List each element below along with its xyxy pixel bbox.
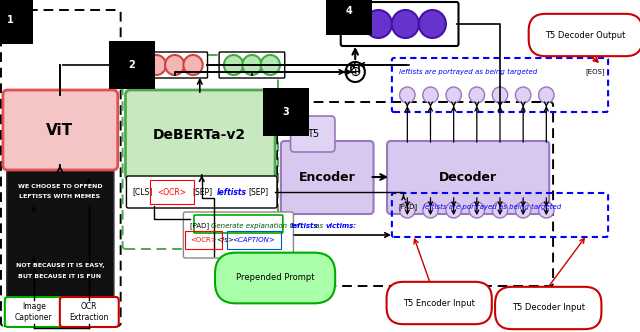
Circle shape xyxy=(346,62,365,82)
Text: ViT: ViT xyxy=(46,123,74,137)
Text: [EOS]: [EOS] xyxy=(585,69,605,75)
Circle shape xyxy=(147,55,166,75)
FancyBboxPatch shape xyxy=(3,90,118,170)
Text: 1: 1 xyxy=(7,15,13,25)
FancyBboxPatch shape xyxy=(7,167,114,297)
Text: 4: 4 xyxy=(346,6,352,16)
Text: Generate explanation for: Generate explanation for xyxy=(211,223,301,229)
Text: [PAD]: [PAD] xyxy=(399,204,418,210)
FancyBboxPatch shape xyxy=(281,141,374,214)
FancyBboxPatch shape xyxy=(5,297,64,327)
FancyBboxPatch shape xyxy=(219,52,285,78)
Text: leftists are portrayed as being targeted: leftists are portrayed as being targeted xyxy=(399,69,537,75)
Text: leftists: leftists xyxy=(291,223,318,229)
Text: Prepended Prompt: Prepended Prompt xyxy=(236,274,314,283)
Text: T5: T5 xyxy=(307,129,319,139)
Text: leftists are portrayed as being targeted: leftists are portrayed as being targeted xyxy=(423,204,561,210)
Circle shape xyxy=(469,87,484,103)
Circle shape xyxy=(469,202,484,218)
FancyBboxPatch shape xyxy=(291,116,335,152)
Text: T5 Decoder Input: T5 Decoder Input xyxy=(512,303,585,312)
Circle shape xyxy=(392,10,419,38)
Circle shape xyxy=(419,10,446,38)
Circle shape xyxy=(515,202,531,218)
Circle shape xyxy=(399,87,415,103)
Text: [PAD]: [PAD] xyxy=(190,223,212,229)
Circle shape xyxy=(446,87,461,103)
Circle shape xyxy=(423,202,438,218)
FancyBboxPatch shape xyxy=(142,52,207,78)
FancyBboxPatch shape xyxy=(60,297,119,327)
Circle shape xyxy=(243,55,262,75)
Text: <OCR>: <OCR> xyxy=(157,188,186,197)
Text: victims:: victims: xyxy=(325,223,356,229)
Circle shape xyxy=(399,202,415,218)
Text: [SEP]: [SEP] xyxy=(248,188,268,197)
Text: Decoder: Decoder xyxy=(439,171,497,184)
Text: OCR
Extraction: OCR Extraction xyxy=(69,302,109,322)
FancyBboxPatch shape xyxy=(127,176,277,208)
Text: Image
Captioner: Image Captioner xyxy=(15,302,52,322)
Circle shape xyxy=(365,10,392,38)
FancyBboxPatch shape xyxy=(387,141,549,214)
Text: BUT BECAUSE IT IS FUN: BUT BECAUSE IT IS FUN xyxy=(19,274,101,279)
Circle shape xyxy=(446,202,461,218)
Circle shape xyxy=(539,202,554,218)
Circle shape xyxy=(224,55,243,75)
Circle shape xyxy=(515,87,531,103)
FancyBboxPatch shape xyxy=(340,2,458,46)
Circle shape xyxy=(539,87,554,103)
Text: 2: 2 xyxy=(129,60,135,70)
Text: T5 Decoder Output: T5 Decoder Output xyxy=(545,31,626,40)
Text: leftists: leftists xyxy=(217,188,247,197)
Circle shape xyxy=(260,55,280,75)
Text: as: as xyxy=(313,223,325,229)
Circle shape xyxy=(492,87,508,103)
Circle shape xyxy=(184,55,203,75)
Circle shape xyxy=(423,87,438,103)
Text: [CLS]: [CLS] xyxy=(132,188,152,197)
Text: NOT BECAUSE IT IS EASY,: NOT BECAUSE IT IS EASY, xyxy=(15,264,104,269)
FancyBboxPatch shape xyxy=(125,90,275,180)
Circle shape xyxy=(165,55,184,75)
Text: [SEP]: [SEP] xyxy=(192,188,212,197)
Text: </s>: </s> xyxy=(216,237,234,243)
Text: <OCR>: <OCR> xyxy=(190,237,217,243)
Text: WE CHOOSE TO OFFEND: WE CHOOSE TO OFFEND xyxy=(17,184,102,189)
FancyBboxPatch shape xyxy=(184,212,293,258)
Circle shape xyxy=(492,202,508,218)
Text: ⊕: ⊕ xyxy=(349,65,361,79)
Text: DeBERTa-v2: DeBERTa-v2 xyxy=(153,128,246,142)
Text: <CAPTION>: <CAPTION> xyxy=(232,237,275,243)
Text: T5 Encoder Input: T5 Encoder Input xyxy=(403,298,475,307)
Text: Encoder: Encoder xyxy=(299,171,356,184)
Text: 3: 3 xyxy=(283,107,289,117)
Text: LEFTISTS WITH MEMES: LEFTISTS WITH MEMES xyxy=(19,194,100,199)
